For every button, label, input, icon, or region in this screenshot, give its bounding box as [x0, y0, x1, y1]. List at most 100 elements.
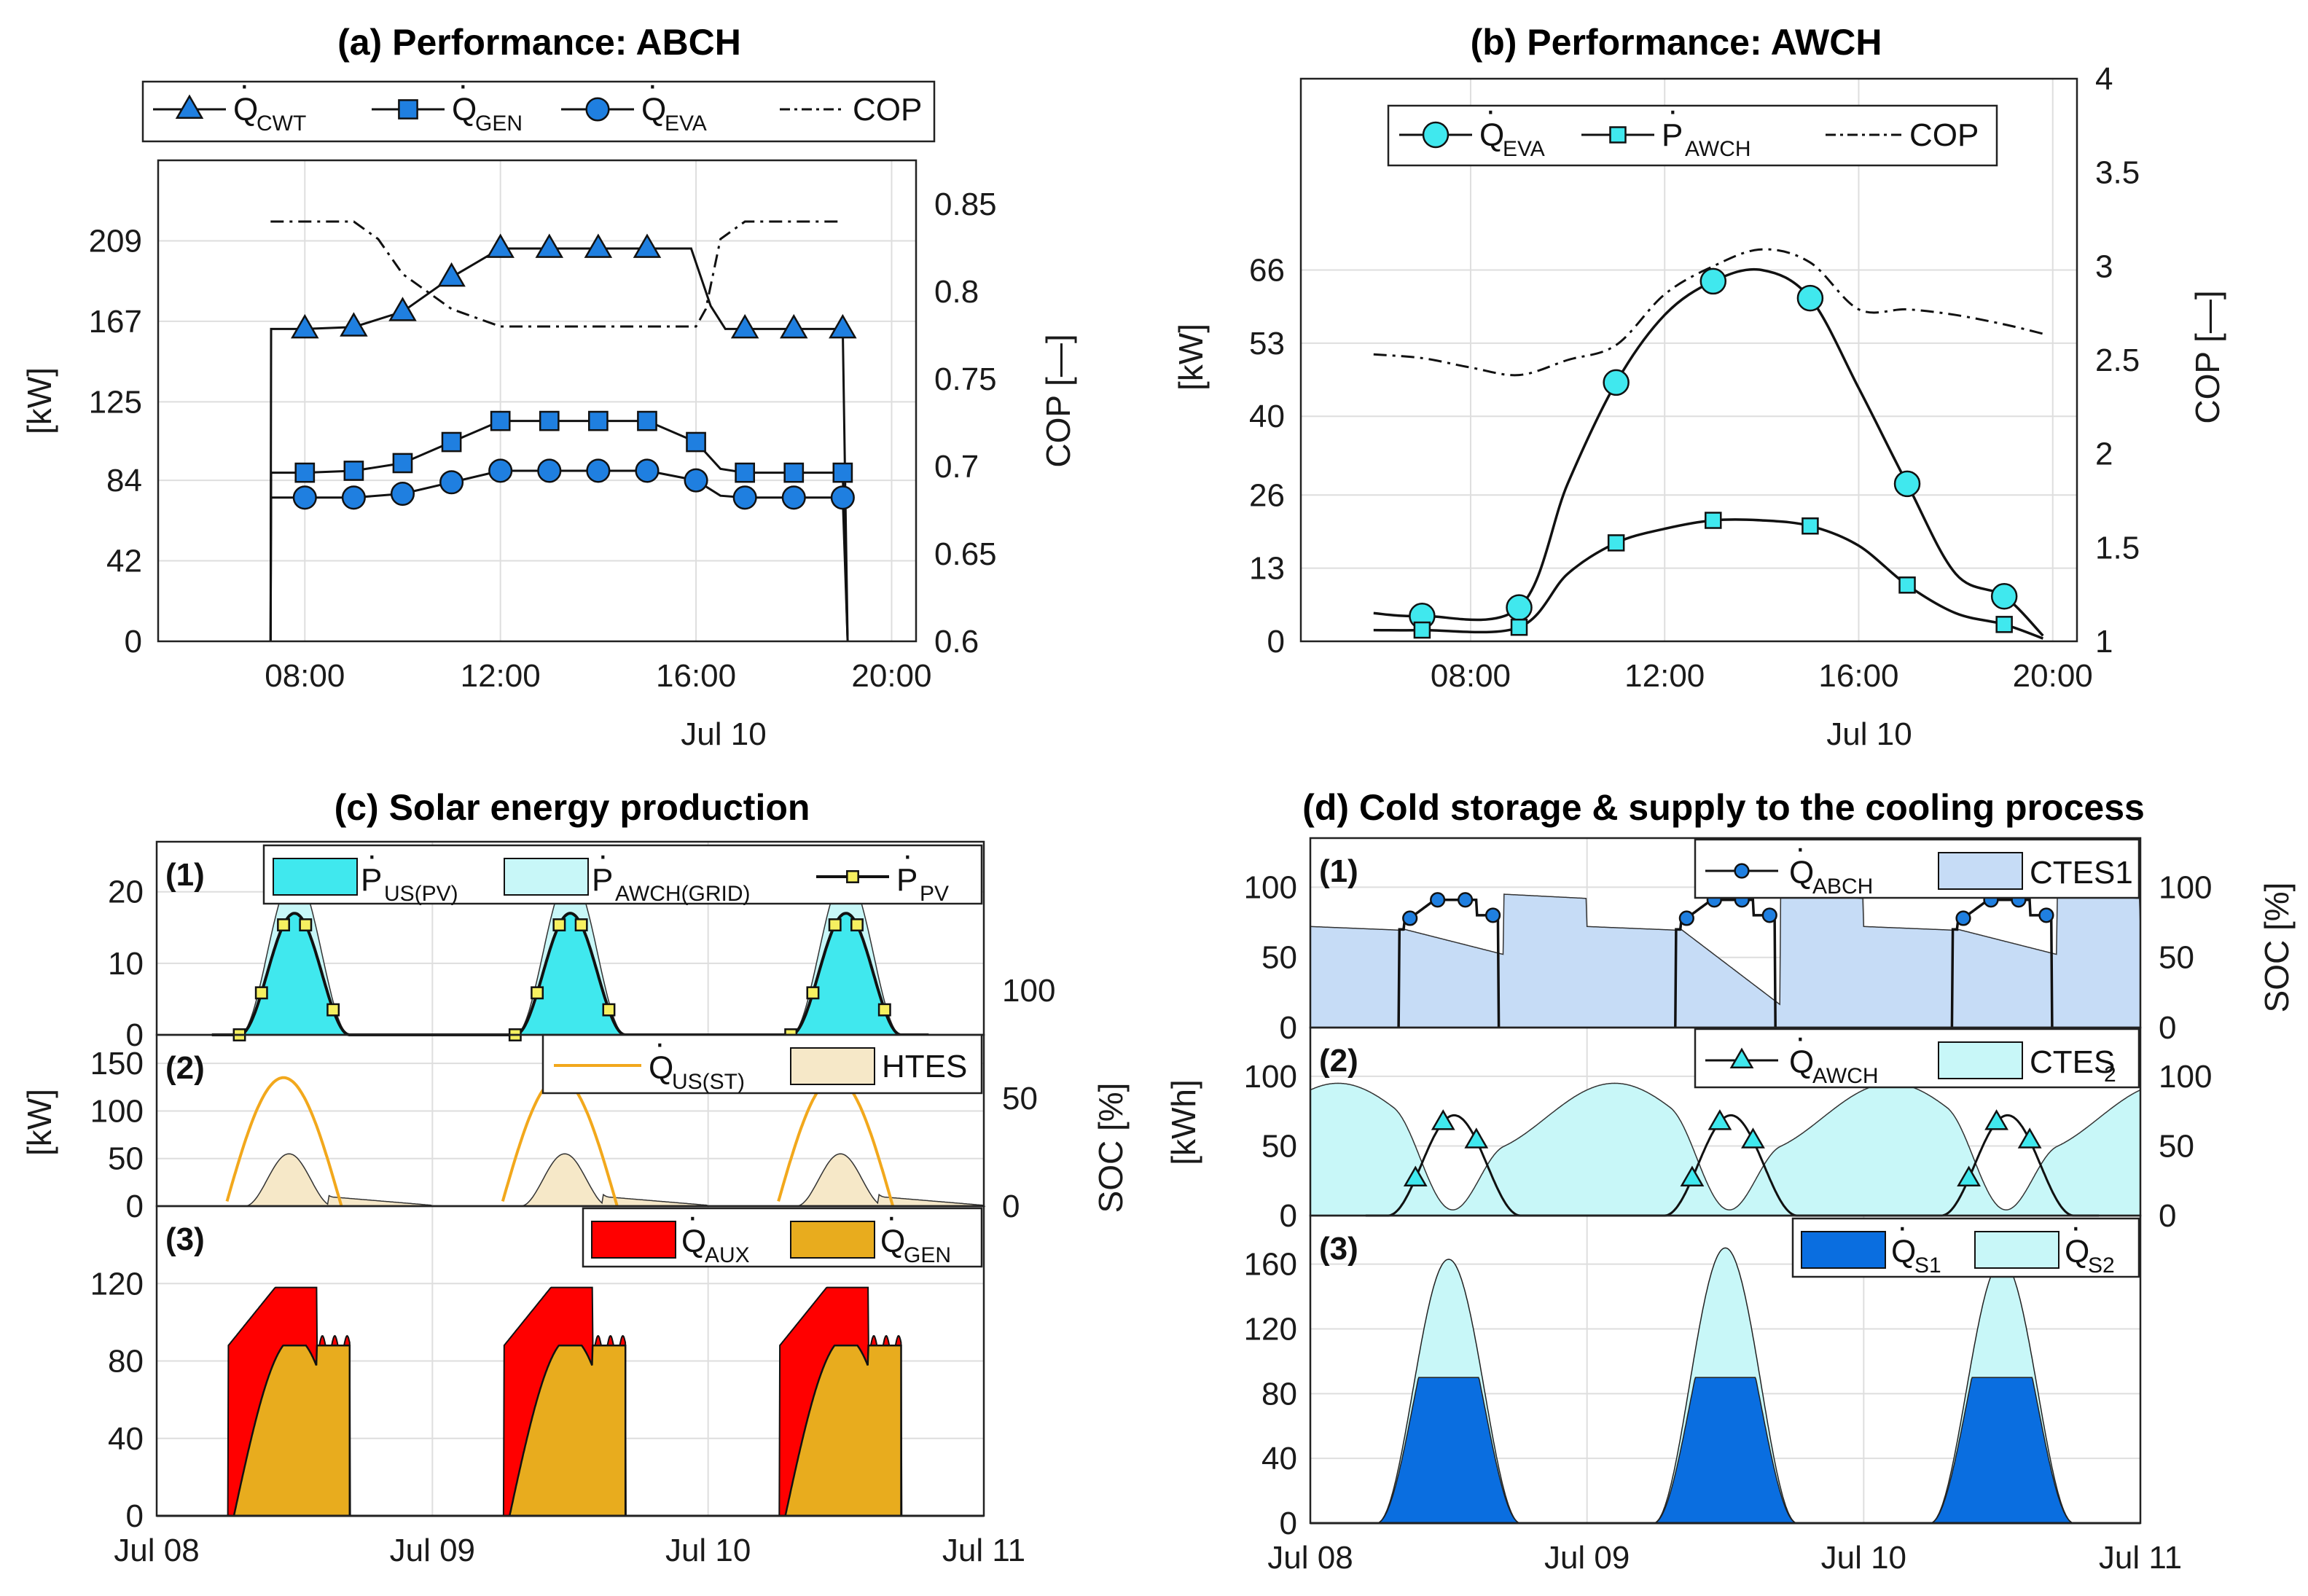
- legend-c1-2-subscript: PV: [920, 882, 949, 906]
- panel-d-awch-marker: [1680, 1165, 1705, 1187]
- panel-a-y2label: COP [—]: [1039, 334, 1077, 467]
- panel-b-marker: [1705, 512, 1722, 529]
- legend-d3-1-subscript: S2: [2088, 1253, 2115, 1278]
- panel-c-xtick: Jul 09: [390, 1533, 475, 1568]
- legend-b-1-symbol: P: [1662, 117, 1683, 153]
- legend-cop-label: COP: [853, 92, 922, 128]
- panel-a-marker: [490, 410, 511, 431]
- panel-c1-legend-box: [262, 844, 983, 905]
- panel-b-ytick: 40: [1249, 399, 1285, 434]
- panel-d-title: (d) Cold storage & supply to the cooling…: [1302, 787, 2145, 828]
- legend-marker: [175, 94, 204, 119]
- panel-c-line-us-st: [225, 1076, 343, 1207]
- panel-d-awch-marker: [2017, 1127, 2042, 1149]
- panel-a-y2tick: 0.75: [934, 361, 997, 397]
- panel-c-area-gen: [780, 1345, 902, 1517]
- panel-d-area-s1: [1374, 1377, 1524, 1524]
- legend-c3-1-dot: ·: [886, 1199, 897, 1235]
- panel-a-series-cop: [270, 220, 843, 328]
- panel-c-area-gen: [504, 1345, 627, 1517]
- legend-swatch-htes: [790, 1047, 875, 1085]
- panel-c-xtick: Jul 08: [114, 1533, 199, 1568]
- panel-d-line-awch: [1365, 1114, 2100, 1217]
- panel-d1-legend-box: [1694, 838, 2140, 899]
- panel-d-y2label: SOC [%]: [2258, 883, 2296, 1013]
- legend-d1-0-subscript: ABCH: [1812, 875, 1873, 899]
- panel-d-awch-marker: [1403, 1165, 1428, 1187]
- panel-a-y2tick: 0.65: [934, 536, 997, 572]
- panel-d-area-ctes2: [1310, 1082, 2141, 1216]
- panel-c-pv-marker: [552, 918, 566, 932]
- panel-b-xtick: 20:00: [2013, 658, 2093, 694]
- legend-marker: [398, 99, 418, 120]
- legend-a-1-subscript: GEN: [475, 112, 523, 136]
- panel-c-sublabel: (1): [165, 857, 205, 893]
- panel-a-marker: [388, 297, 417, 321]
- legend-swatch-us-pv: [273, 858, 358, 896]
- legend-a-0-dot: ·: [239, 67, 250, 103]
- panel-b-marker: [1506, 594, 1533, 621]
- panel-d-ytick: 50: [1261, 940, 1297, 976]
- panel-b-xtick: 12:00: [1624, 658, 1705, 694]
- panel-d-awch-marker: [1957, 1165, 1982, 1187]
- panel-a-marker: [635, 458, 660, 483]
- panel-a-plot-frame: [157, 159, 918, 643]
- panel-d-awch-marker: [1984, 1109, 2008, 1130]
- panel-c-ytick: 0: [126, 1189, 144, 1224]
- panel-d-abch-marker: [1761, 907, 1777, 923]
- panel-c-ytick: 0: [126, 1498, 144, 1534]
- panel-c-ytick: 50: [108, 1141, 144, 1177]
- panel-d-sublabel: (1): [1319, 853, 1358, 889]
- panel-d-sublabel: (2): [1319, 1043, 1358, 1079]
- legend-swatch-awch-grid: [504, 858, 589, 896]
- legend-swatch-s2: [1974, 1231, 2059, 1269]
- legend-ctes1-label: CTES1: [2030, 855, 2133, 891]
- panel-d-y2tick: 50: [2159, 1128, 2194, 1164]
- legend-a-1-symbol: Q: [452, 92, 477, 128]
- legend-swatch-ctes2: [1938, 1041, 2023, 1079]
- panel-d-abch-marker: [1458, 892, 1474, 908]
- panel-b-ytick: 66: [1249, 252, 1285, 288]
- panel-c-ylabel: [kW]: [20, 1089, 58, 1156]
- legend-a-2-symbol: Q: [641, 92, 666, 128]
- panel-d-abch-marker: [1402, 910, 1418, 926]
- panel-c-sublabel: (2): [165, 1050, 205, 1086]
- legend-c1-1-subscript: AWCH(GRID): [615, 882, 751, 906]
- panel-d-abch-marker: [1678, 910, 1694, 926]
- panel-a-ytick: 167: [89, 304, 142, 340]
- legend-swatch-aux: [591, 1221, 676, 1259]
- legend-d3-0-subscript: S1: [1914, 1253, 1941, 1278]
- panel-a-marker: [292, 485, 317, 510]
- legend-swatch-gen: [790, 1221, 875, 1259]
- panel-b-marker: [1898, 576, 1916, 594]
- panel-b-title: (b) Performance: AWCH: [1471, 22, 1882, 63]
- panel-a-marker: [783, 462, 805, 483]
- panel-b: (b) Performance: AWCH 08:00 12:00 16:00 20:…: [1172, 22, 2226, 752]
- panel-d-ytick: 0: [1280, 1198, 1297, 1234]
- panel-a-xlabel: Jul 10: [681, 716, 766, 752]
- legend-a-2-dot: ·: [647, 67, 658, 103]
- panel-a-marker: [830, 485, 855, 510]
- legend-marker-awch: [1729, 1047, 1754, 1068]
- legend-d2-1-text: CTES: [2030, 1044, 2115, 1080]
- panel-c-sub2: 0 50 100 150 Q· US(ST) HTES (2) 0 50 100: [90, 973, 1056, 1224]
- panel-a-ytick: 125: [89, 384, 142, 420]
- panel-d-ytick: 160: [1244, 1247, 1297, 1283]
- panel-a-title: (a) Performance: ABCH: [337, 22, 741, 63]
- panel-d-sublabel: (3): [1319, 1231, 1358, 1267]
- legend-marker: [585, 97, 610, 122]
- panel-a: (a) Performance: ABCH 08:00 12:00 16:00 20:…: [20, 22, 1077, 752]
- panel-d-y2tick: 50: [2159, 940, 2194, 976]
- legend-c3-1-subscript: GEN: [904, 1243, 951, 1267]
- panel-b-ylabel: [kW]: [1172, 324, 1210, 391]
- panel-d-ytick: 100: [1244, 1059, 1297, 1095]
- panel-c-area-gen: [228, 1345, 351, 1517]
- panel-b-series-cop: [1373, 248, 2043, 377]
- legend-marker-pv: [846, 870, 859, 883]
- panel-a-marker: [390, 481, 415, 506]
- panel-a-marker: [340, 312, 368, 337]
- panel-d-y2tick: 0: [2159, 1198, 2176, 1234]
- panel-a-marker: [686, 431, 706, 453]
- panel-a-legend: Q·CWT Q·GEN Q·EVA COP: [141, 67, 936, 143]
- panel-b-xlabel: Jul 10: [1826, 716, 1912, 752]
